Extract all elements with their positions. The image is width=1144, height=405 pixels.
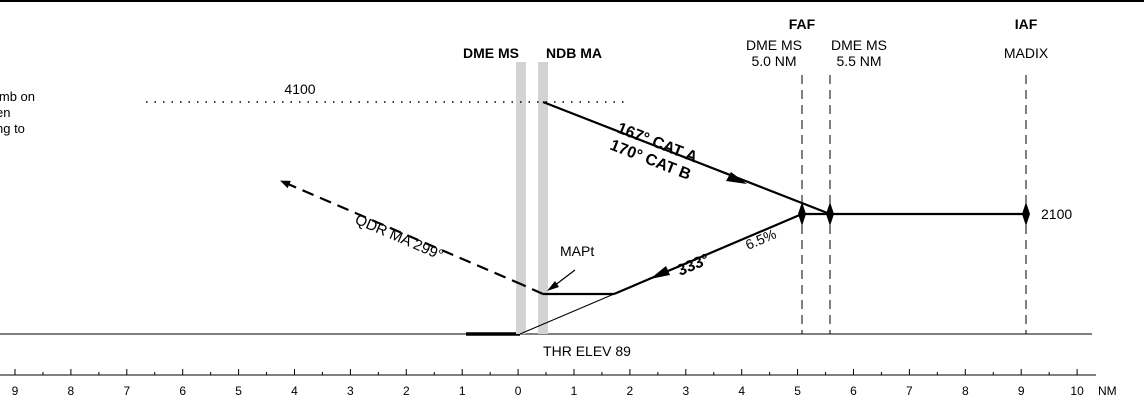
- mapt-pointer-head: [547, 281, 559, 291]
- fix-5-5-marker: [826, 202, 834, 226]
- scale-tick-label: 1: [459, 384, 466, 398]
- scale-tick-label: 10: [1070, 384, 1084, 398]
- scale-tick-label: 6: [179, 384, 186, 398]
- note-line-2: en: [0, 105, 10, 120]
- glidepath-extension: [520, 294, 614, 334]
- faf-distance-label: 5.0 NM: [751, 53, 796, 69]
- scale-tick-label: 9: [12, 384, 19, 398]
- scale-tick-label: 4: [291, 384, 298, 398]
- scale-tick-label: 4: [738, 384, 745, 398]
- scale-tick-label: 6: [850, 384, 857, 398]
- note-line-3: ng to: [0, 121, 25, 136]
- scale-tick-label: 5: [235, 384, 242, 398]
- scale-tick-label: 2: [403, 384, 410, 398]
- dme-ms-label: DME MS: [463, 45, 519, 61]
- distance-scale: 9 8 7 6 5 4 3 2 1 0 1 2 3 4 5 6 7 8 9 10: [12, 369, 1084, 398]
- ndb-ma-label: NDB MA: [546, 45, 602, 61]
- faf-dme-label: DME MS: [746, 37, 802, 53]
- scale-tick-label: 2: [627, 384, 634, 398]
- scale-tick-label: 9: [1018, 384, 1025, 398]
- scale-tick-label: 5: [794, 384, 801, 398]
- mapt-label: MAPt: [560, 243, 594, 259]
- faf-fix-marker: [798, 202, 806, 226]
- scale-tick-label: 8: [962, 384, 969, 398]
- final-direction-arrow: [650, 266, 670, 279]
- note-line-1: imb on: [0, 89, 35, 104]
- iaf-fix-marker: [1022, 202, 1030, 226]
- iaf-name-label: MADIX: [1004, 45, 1049, 61]
- dme-ms-bar: [516, 62, 526, 334]
- missed-approach-track-label: QDR MA 299°: [352, 211, 445, 264]
- altitude-2100-label: 2100: [1041, 206, 1072, 222]
- altitude-4100-label: 4100: [284, 81, 315, 97]
- scale-tick-label: 1: [571, 384, 578, 398]
- scale-tick-label: 7: [906, 384, 913, 398]
- faf-title: FAF: [789, 16, 816, 32]
- final-approach-path: [614, 214, 802, 294]
- threshold-elevation-label: THR ELEV 89: [543, 343, 631, 359]
- scale-tick-label: 3: [347, 384, 354, 398]
- fix-5-5-distance-label: 5.5 NM: [836, 53, 881, 69]
- final-track-label: 333°: [675, 251, 712, 280]
- scale-unit-label: NM: [1098, 384, 1117, 398]
- scale-tick-label: 0: [515, 384, 522, 398]
- scale-tick-label: 8: [68, 384, 75, 398]
- iaf-title: IAF: [1015, 16, 1038, 32]
- scale-tick-label: 7: [123, 384, 130, 398]
- scale-tick-label: 3: [682, 384, 689, 398]
- gradient-label: 6.5%: [743, 226, 779, 253]
- fix-5-5-dme-label: DME MS: [831, 37, 887, 53]
